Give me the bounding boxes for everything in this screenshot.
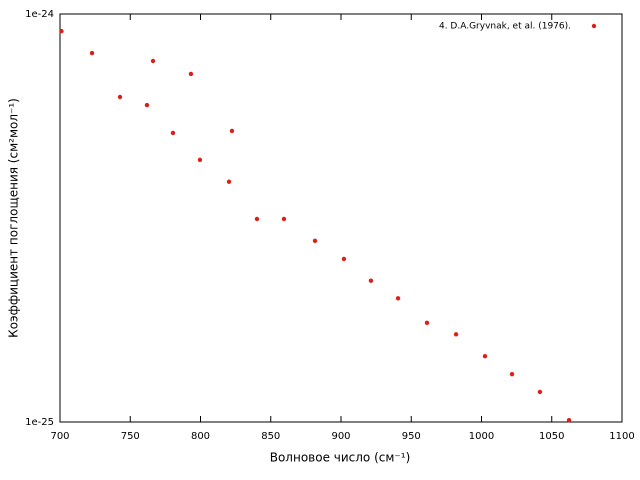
data-point xyxy=(368,278,374,283)
x-tick-label: 700 xyxy=(50,431,69,442)
y-axis-label: Коэффициент поглощения (см²мол⁻¹) xyxy=(7,98,21,338)
x-tick-label: 800 xyxy=(191,431,210,442)
data-point xyxy=(150,58,156,64)
x-tick-label: 900 xyxy=(331,431,350,442)
x-axis-label: Волновое число (см⁻¹) xyxy=(270,451,411,465)
data-point xyxy=(482,353,488,359)
data-point xyxy=(229,128,235,134)
data-point xyxy=(341,256,347,262)
x-tick-label: 1000 xyxy=(469,431,494,442)
data-point xyxy=(395,296,401,301)
x-tick-label: 750 xyxy=(121,431,140,442)
data-point xyxy=(509,371,515,377)
legend-marker xyxy=(591,23,597,29)
data-point xyxy=(226,179,232,184)
plot-frame xyxy=(59,13,623,423)
data-point xyxy=(281,216,287,222)
data-point xyxy=(89,50,95,56)
data-point xyxy=(117,94,123,100)
x-tick-label: 950 xyxy=(402,431,421,442)
x-tick-label: 1100 xyxy=(609,431,634,442)
data-point xyxy=(312,238,318,244)
legend-label: 4. D.A.Gryvnak, et al. (1976). xyxy=(439,22,571,32)
data-point xyxy=(537,389,543,395)
data-point xyxy=(170,130,176,136)
data-point xyxy=(254,216,260,222)
data-point xyxy=(424,320,430,326)
data-point xyxy=(59,28,64,34)
data-point xyxy=(453,332,459,337)
data-point xyxy=(188,71,194,77)
data-point xyxy=(144,102,150,108)
data-point xyxy=(197,157,203,163)
y-tick-label: 1e-25 xyxy=(25,417,54,428)
x-tick-label: 1050 xyxy=(539,431,564,442)
y-tick-label: 1e-24 xyxy=(25,9,54,20)
x-tick-label: 850 xyxy=(261,431,280,442)
data-point xyxy=(566,418,572,423)
